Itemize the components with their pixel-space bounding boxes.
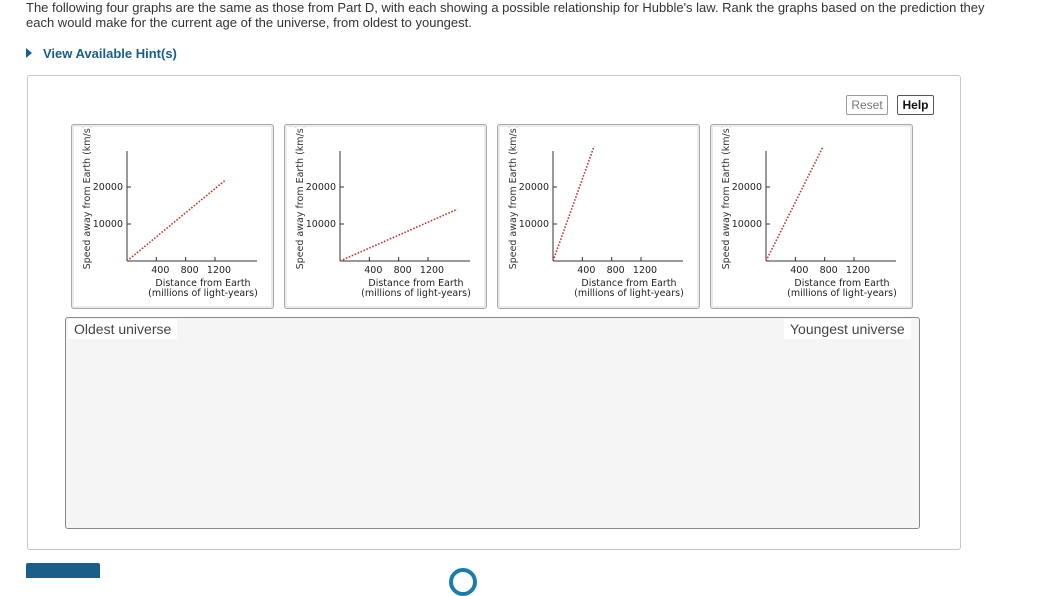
help-button[interactable]: Help — [897, 95, 934, 115]
graph-card-2[interactable]: Speed away from Earth (km/s) 20000 10000 40… — [284, 124, 487, 309]
graph-card-1[interactable]: Speed away from Earth (km/s) 20000 10000 40… — [71, 124, 274, 309]
hubble-graph: Speed away from Earth (km/s) 20000 10000 40… — [508, 127, 684, 299]
graph-card-4[interactable]: Speed away from Earth (km/s) 20000 10000 40… — [710, 124, 913, 309]
view-hints-toggle[interactable]: View Available Hint(s) — [26, 44, 177, 62]
hubble-relation-line — [552, 146, 595, 262]
y-tick-label: 10000 — [93, 219, 123, 230]
graph-card-3[interactable]: Speed away from Earth (km/s) 20000 10000 40… — [497, 124, 700, 309]
graph-card-body: Speed away from Earth (km/s) 20000 10000 40… — [287, 127, 484, 306]
x-tick-label: 800 — [394, 265, 412, 276]
x-tick-label: 1200 — [207, 265, 231, 276]
y-tick-label: 10000 — [306, 219, 336, 230]
oldest-universe-label: Oldest universe — [68, 319, 178, 339]
x-axis-label: Distance from Earth — [368, 278, 463, 289]
x-axis-unit-label: (millions of light-years) — [787, 288, 897, 299]
x-axis-unit-label: (millions of light-years) — [361, 288, 471, 299]
x-axis-label: Distance from Earth — [794, 278, 889, 289]
hubble-relation-line — [765, 145, 824, 262]
y-tick-label: 20000 — [732, 182, 762, 193]
y-tick-label: 10000 — [732, 219, 762, 230]
hubble-graph: Speed away from Earth (km/s) 20000 10000 40… — [295, 127, 471, 299]
x-axis-label: Distance from Earth — [155, 278, 250, 289]
x-axis-unit-label: (millions of light-years) — [574, 288, 684, 299]
y-tick-label: 10000 — [519, 219, 549, 230]
hubble-relation-line — [339, 208, 458, 262]
y-axis-label: Speed away from Earth (km/s) — [721, 127, 732, 269]
x-axis-label: Distance from Earth — [581, 278, 676, 289]
caret-right-icon — [26, 48, 32, 58]
x-tick-label: 400 — [151, 265, 169, 276]
reset-button[interactable]: Reset — [846, 95, 888, 115]
x-tick-label: 1200 — [633, 265, 657, 276]
graph-card-body: Speed away from Earth (km/s) 20000 10000 40… — [500, 127, 697, 306]
feedback-icon[interactable] — [449, 568, 477, 596]
x-tick-label: 800 — [820, 265, 838, 276]
youngest-universe-label: Youngest universe — [784, 319, 911, 339]
view-hints-label: View Available Hint(s) — [43, 45, 177, 61]
hubble-graph: Speed away from Earth (km/s) 20000 10000 40… — [82, 127, 258, 299]
graph-card-body: Speed away from Earth (km/s) 20000 10000 40… — [713, 127, 910, 306]
x-tick-label: 800 — [607, 265, 625, 276]
question-text: The following four graphs are the same a… — [26, 0, 985, 30]
x-tick-label: 400 — [577, 265, 595, 276]
y-tick-label: 20000 — [93, 182, 123, 193]
x-axis-unit-label: (millions of light-years) — [148, 288, 258, 299]
x-tick-label: 400 — [790, 265, 808, 276]
ranking-drop-zone[interactable] — [65, 317, 920, 529]
y-tick-label: 20000 — [519, 182, 549, 193]
y-tick-label: 20000 — [306, 182, 336, 193]
x-tick-label: 400 — [364, 265, 382, 276]
y-axis-label: Speed away from Earth (km/s) — [295, 127, 306, 269]
y-axis-label: Speed away from Earth (km/s) — [508, 127, 519, 269]
hubble-relation-line — [126, 178, 227, 262]
hubble-graph: Speed away from Earth (km/s) 20000 10000 40… — [721, 127, 897, 299]
y-axis-label: Speed away from Earth (km/s) — [82, 127, 93, 269]
x-tick-label: 800 — [181, 265, 199, 276]
submit-button[interactable] — [26, 563, 100, 578]
graph-card-body: Speed away from Earth (km/s) 20000 10000 40… — [74, 127, 271, 306]
x-tick-label: 1200 — [846, 265, 870, 276]
x-tick-label: 1200 — [420, 265, 444, 276]
